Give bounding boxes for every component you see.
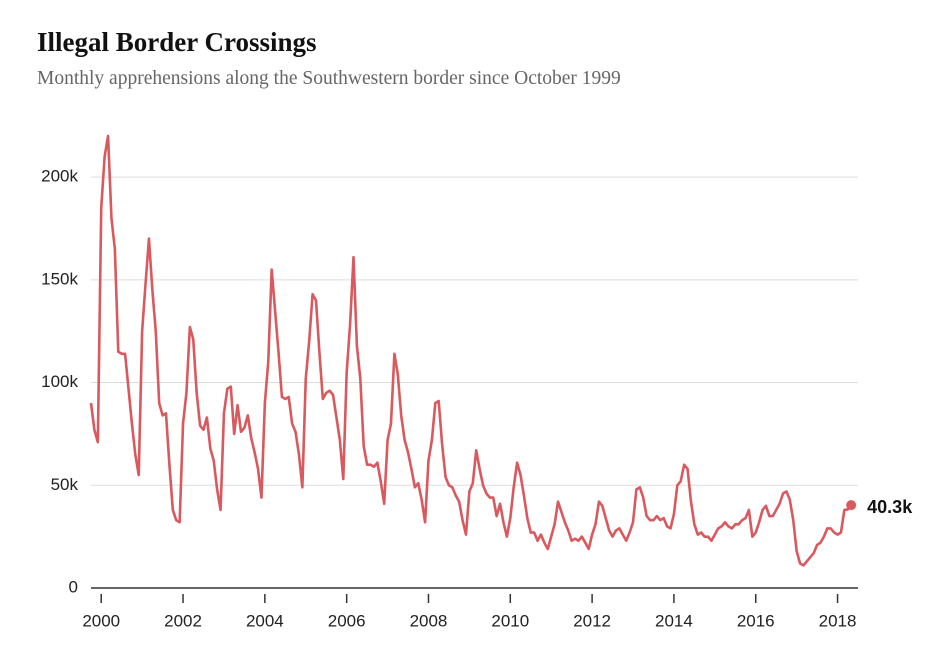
y-tick-label: 100k (41, 372, 78, 391)
x-tick-label: 2018 (819, 611, 857, 630)
y-tick-label: 0 (69, 577, 78, 596)
y-tick-label: 200k (41, 167, 78, 186)
value-label: 40.3k (867, 497, 913, 517)
x-tick-label: 2000 (82, 611, 120, 630)
data-line (89, 134, 853, 567)
y-tick-label: 150k (41, 269, 78, 288)
chart-subtitle: Monthly apprehensions along the Southwes… (37, 68, 621, 89)
x-tick-label: 2002 (164, 611, 202, 630)
x-tick-label: 2006 (328, 611, 366, 630)
x-tick-label: 2008 (410, 611, 448, 630)
end-point (846, 500, 857, 511)
x-tick-label: 2012 (573, 611, 611, 630)
chart-title: Illegal Border Crossings (37, 27, 317, 57)
x-tick-label: 2014 (655, 611, 693, 630)
y-tick-label: 50k (51, 475, 79, 494)
x-tick-label: 2010 (491, 611, 529, 630)
x-tick-label: 2016 (737, 611, 775, 630)
x-tick-label: 2004 (246, 611, 284, 630)
